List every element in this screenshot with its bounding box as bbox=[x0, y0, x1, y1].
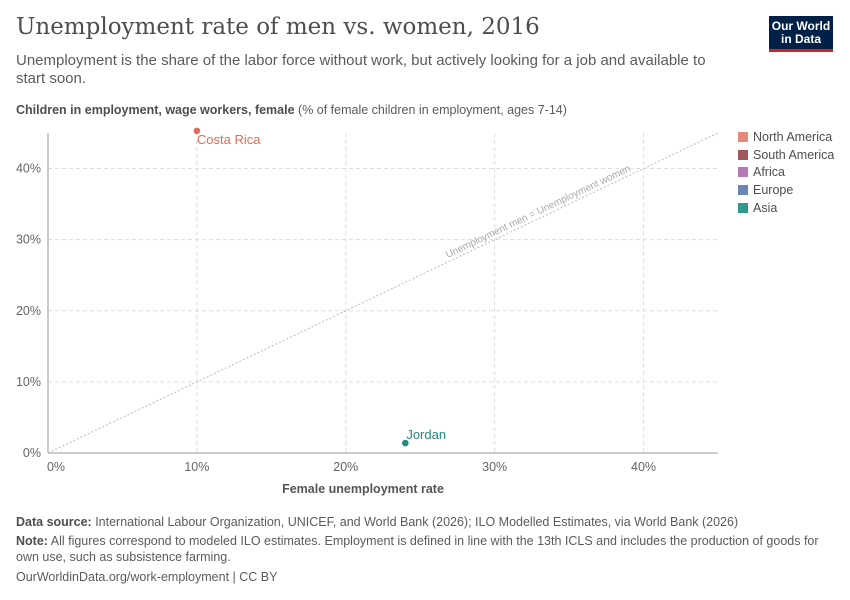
legend-swatch bbox=[738, 167, 748, 178]
legend-label: Africa bbox=[753, 165, 785, 180]
note: Note: All figures correspond to modeled … bbox=[16, 533, 836, 565]
x-tick-label: 0% bbox=[47, 460, 65, 474]
y-tick-label: 20% bbox=[16, 304, 41, 318]
x-tick-label: 40% bbox=[631, 460, 656, 474]
owid-logo[interactable]: Our World in Data bbox=[769, 16, 833, 52]
legend-item[interactable]: Europe bbox=[738, 183, 793, 197]
legend-swatch bbox=[738, 132, 748, 142]
y-axis-title: Children in employment, wage workers, fe… bbox=[16, 103, 567, 117]
legend-item[interactable]: South America bbox=[738, 148, 834, 162]
data-point bbox=[402, 439, 409, 447]
y-tick-label: 0% bbox=[23, 446, 41, 460]
legend-label: Europe bbox=[753, 183, 794, 198]
reference-line-label: Unemployment men = Unemployment women bbox=[444, 163, 632, 260]
legend-label: South America bbox=[753, 147, 835, 162]
point-label: Jordan bbox=[406, 427, 446, 442]
y-tick-label: 10% bbox=[16, 375, 41, 389]
x-tick-label: 10% bbox=[184, 460, 209, 474]
data-source: Data source: International Labour Organi… bbox=[16, 514, 836, 530]
y-tick-label: 30% bbox=[16, 233, 41, 247]
x-axis-title: Female unemployment rate bbox=[282, 482, 444, 496]
point-label: Costa Rica bbox=[197, 132, 261, 147]
legend-swatch bbox=[738, 149, 748, 160]
legend-label: Asia bbox=[753, 200, 778, 215]
x-tick-label: 30% bbox=[482, 460, 507, 474]
x-tick-label: 20% bbox=[333, 460, 358, 474]
y-tick-label: 40% bbox=[16, 162, 41, 176]
chart-subtitle: Unemployment is the share of the labor f… bbox=[16, 52, 706, 87]
legend-item[interactable]: Africa bbox=[738, 165, 785, 179]
y-axis-title-bold: Children in employment, wage workers, fe… bbox=[16, 103, 295, 117]
note-label: Note: bbox=[16, 534, 48, 548]
source-label: Data source: bbox=[16, 515, 92, 529]
legend-label: North America bbox=[753, 130, 833, 144]
source-text: International Labour Organization, UNICE… bbox=[91, 515, 739, 529]
legend-swatch bbox=[738, 185, 748, 196]
data-point bbox=[193, 127, 201, 135]
legend-item[interactable]: North America bbox=[738, 130, 832, 144]
source-url[interactable]: OurWorldinData.org/work-employment | CC … bbox=[16, 570, 278, 584]
note-text: All figures correspond to modeled ILO es… bbox=[16, 534, 819, 564]
reference-line bbox=[47, 132, 719, 454]
legend-item[interactable]: Asia bbox=[738, 201, 777, 215]
legend-swatch bbox=[738, 202, 748, 213]
y-axis-title-rest: (% of female children in employment, age… bbox=[294, 103, 567, 117]
chart-title: Unemployment rate of men vs. women, 2016 bbox=[16, 14, 540, 40]
